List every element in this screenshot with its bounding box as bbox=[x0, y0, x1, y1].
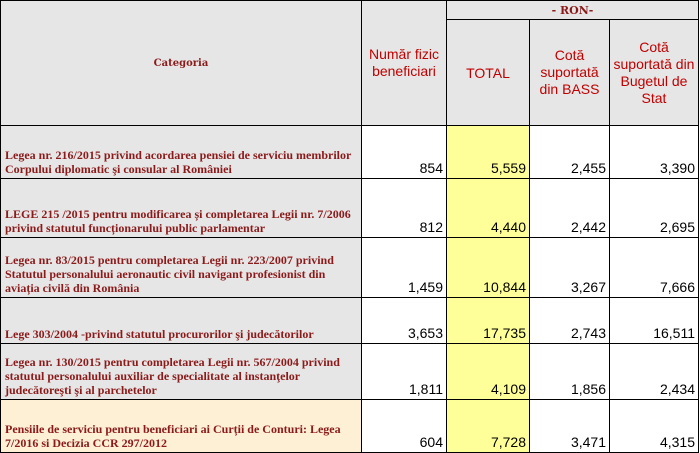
row-bass: 2,455 bbox=[529, 125, 610, 179]
row-state: 16,511 bbox=[609, 297, 699, 344]
row-category: Lege 303/2004 -privind statutul procuror… bbox=[0, 297, 362, 344]
table-row: LEGE 215 /2015 pentru modificarea și com… bbox=[0, 177, 699, 238]
row-category: Legea nr. 83/2015 pentru completarea Leg… bbox=[0, 236, 362, 299]
row-bass: 2,442 bbox=[529, 177, 610, 238]
row-category: LEGE 215 /2015 pentru modificarea și com… bbox=[0, 177, 362, 238]
row-bass: 2,743 bbox=[529, 297, 610, 344]
row-category: Legea nr. 130/2015 pentru completarea Le… bbox=[0, 342, 362, 401]
row-total: 10,844 bbox=[446, 236, 530, 299]
currency-header: - RON- bbox=[446, 0, 699, 21]
table-row: Legea nr. 83/2015 pentru completarea Leg… bbox=[0, 236, 699, 299]
row-total: 5,559 bbox=[446, 125, 530, 179]
table-row: Pensiile de serviciu pentru beneficiari … bbox=[0, 399, 699, 453]
row-state: 2,695 bbox=[609, 177, 699, 238]
table-row: Legea nr. 130/2015 pentru completarea Le… bbox=[0, 342, 699, 401]
header-row-bottom: TOTAL Cotă suportată din BASS Cotă supor… bbox=[1, 19, 699, 127]
row-bass: 1,856 bbox=[529, 342, 610, 401]
table-row: Lege 303/2004 -privind statutul procuror… bbox=[0, 297, 699, 344]
row-beneficiaries: 604 bbox=[361, 399, 447, 453]
row-beneficiaries: 854 bbox=[361, 125, 447, 179]
row-total: 17,735 bbox=[446, 297, 530, 344]
category-header: Categoria bbox=[0, 0, 362, 127]
header-row-top: Categoria Număr fizic beneficiari - RON- bbox=[0, 0, 699, 127]
beneficiaries-header: Număr fizic beneficiari bbox=[361, 0, 447, 127]
state-share-header: Cotă suportată din Bugetul de Stat bbox=[609, 19, 699, 127]
row-state: 3,390 bbox=[609, 125, 699, 179]
row-total: 4,440 bbox=[446, 177, 530, 238]
row-state: 4,315 bbox=[609, 399, 699, 453]
row-state: 2,434 bbox=[609, 342, 699, 401]
row-beneficiaries: 812 bbox=[361, 177, 447, 238]
row-state: 7,666 bbox=[609, 236, 699, 299]
total-header: TOTAL bbox=[446, 19, 530, 127]
table-row: Legea nr. 216/2015 privind acordarea pen… bbox=[0, 125, 699, 179]
bass-share-header: Cotă suportată din BASS bbox=[529, 19, 610, 127]
row-category: Legea nr. 216/2015 privind acordarea pen… bbox=[0, 125, 362, 179]
row-beneficiaries: 1,459 bbox=[361, 236, 447, 299]
row-bass: 3,267 bbox=[529, 236, 610, 299]
row-total: 7,728 bbox=[446, 399, 530, 453]
row-total: 4,109 bbox=[446, 342, 530, 401]
row-beneficiaries: 1,811 bbox=[361, 342, 447, 401]
row-beneficiaries: 3,653 bbox=[361, 297, 447, 344]
row-bass: 3,471 bbox=[529, 399, 610, 453]
row-category: Pensiile de serviciu pentru beneficiari … bbox=[0, 399, 362, 453]
